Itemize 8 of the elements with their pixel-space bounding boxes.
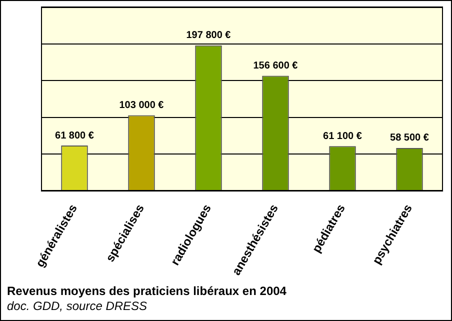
data-label: 197 800 € — [186, 30, 232, 42]
data-label: 61 100 € — [323, 130, 362, 142]
data-label: 58 500 € — [390, 132, 430, 144]
data-label: 103 000 € — [119, 100, 164, 111]
text: doc. GDD, source DRESS — [7, 299, 148, 313]
text: Revenus moyens des praticiens libéraux en 2004 — [7, 284, 286, 298]
data-label: 61 800 € — [55, 130, 94, 142]
data-label: 156 600 € — [253, 60, 298, 72]
